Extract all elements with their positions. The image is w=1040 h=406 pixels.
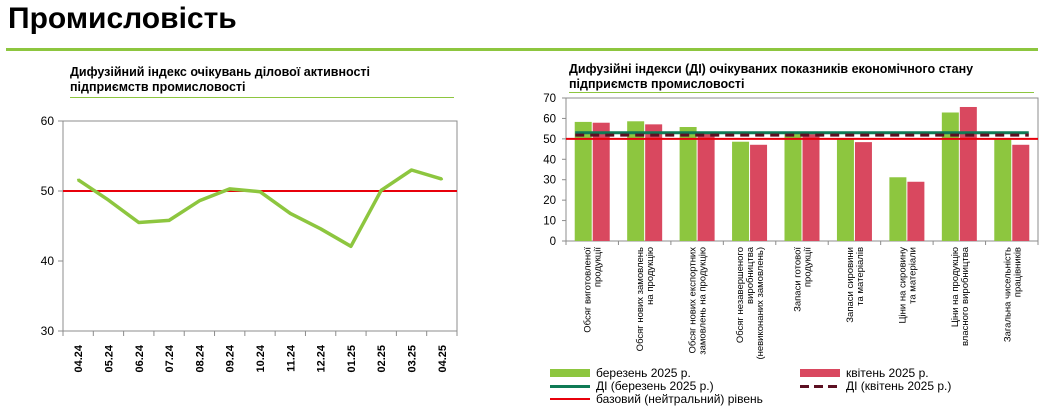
legend-swatch-baseline bbox=[550, 398, 590, 400]
bar-april bbox=[750, 144, 768, 241]
line-chart-title-rule bbox=[70, 97, 454, 98]
line-chart-series-line bbox=[77, 168, 443, 249]
bar-march bbox=[994, 138, 1012, 241]
bar-chart-plot-area bbox=[565, 97, 1039, 242]
line-chart-point bbox=[258, 190, 262, 193]
line-chart-x-tick-label: 11.24 bbox=[285, 344, 297, 372]
bar-april bbox=[854, 142, 872, 241]
bar-march bbox=[679, 127, 697, 241]
page-title: Промисловість bbox=[8, 2, 237, 35]
bar-april bbox=[907, 181, 925, 241]
line-chart-y-tick-label: 30 bbox=[41, 324, 55, 338]
bar-march bbox=[889, 177, 907, 241]
line-chart-x-tick-label: 06.24 bbox=[134, 344, 146, 372]
line-chart-x-tick-label: 09.24 bbox=[225, 344, 237, 372]
legend-label-april: квітень 2025 р. bbox=[846, 366, 929, 380]
bar-april bbox=[959, 106, 977, 241]
line-chart-x-tick-label: 02.25 bbox=[376, 345, 388, 373]
line-chart-x-tick-label: 04.24 bbox=[73, 344, 85, 372]
line-chart-point bbox=[137, 221, 140, 224]
bar-chart-category-label: на продукцію bbox=[645, 247, 656, 305]
line-chart-x-tick-label: 12.24 bbox=[316, 344, 328, 372]
line-chart-point bbox=[319, 227, 322, 230]
bar-chart-category-label: Ціни на сировину bbox=[897, 247, 908, 324]
bar-march bbox=[941, 112, 959, 241]
bar-chart-category-label: Обсяг нових експортних bbox=[688, 247, 699, 354]
line-chart-point bbox=[198, 199, 201, 202]
bar-april bbox=[1012, 144, 1030, 241]
line-chart-x-tick-label: 07.24 bbox=[164, 344, 176, 372]
bar-chart-y-tick-label: 10 bbox=[543, 216, 556, 228]
line-chart-y-tick-label: 40 bbox=[41, 254, 55, 268]
bar-chart-category-label: продукції bbox=[803, 247, 814, 288]
line-chart-point bbox=[76, 178, 80, 181]
title-divider bbox=[6, 48, 1038, 51]
bar-april bbox=[802, 134, 820, 241]
legend-label-di-april: ДІ (квітень 2025 р.) bbox=[846, 379, 952, 393]
legend-label-baseline: базовий (нейтральний) рівень bbox=[596, 392, 763, 406]
bar-chart-category-label: та матеріали bbox=[907, 247, 918, 304]
line-chart-plot-area bbox=[62, 120, 458, 332]
bar-march bbox=[836, 139, 854, 241]
bar-chart-y-tick-label: 60 bbox=[543, 113, 556, 125]
bar-chart-title-rule bbox=[569, 92, 1034, 93]
line-chart-point bbox=[228, 187, 231, 191]
legend-label-march: березень 2025 р. bbox=[596, 366, 691, 380]
bar-chart-category-label: власного виробництва bbox=[960, 246, 971, 346]
line-chart-x-tick-label: 08.24 bbox=[194, 344, 206, 372]
bar-chart-y-tick-label: 0 bbox=[550, 236, 556, 248]
legend-swatch-di-march bbox=[550, 385, 590, 388]
bar-chart-category-label: продукції bbox=[593, 247, 604, 288]
bar-chart-y-tick-label: 50 bbox=[543, 134, 556, 146]
line-chart-point bbox=[410, 168, 413, 172]
bar-chart-y-tick-label: 30 bbox=[543, 175, 556, 187]
bar-chart-category-label: Обсяг виготовленої bbox=[583, 247, 594, 333]
line-chart-point bbox=[167, 219, 171, 222]
line-chart-x-tick-label: 01.25 bbox=[346, 345, 358, 373]
bar-chart-category-label: замовлень на продукцію bbox=[698, 247, 709, 355]
bar-chart-title: Дифузійні індекси (ДІ) очікуваних показн… bbox=[569, 62, 974, 91]
bar-chart-category-label: (невиконаних замовлень) bbox=[755, 247, 766, 360]
bar-chart-category-label: Загальна чисельність bbox=[1002, 247, 1013, 342]
bar-chart-category-label: Ціни на продукцію bbox=[950, 247, 961, 327]
line-chart-x-tick-label: 10.24 bbox=[255, 344, 267, 372]
line-chart-y-tick-label: 50 bbox=[41, 184, 55, 198]
bar-march bbox=[627, 121, 645, 241]
bar-chart-category-label: виробництва bbox=[745, 246, 756, 304]
bar-april bbox=[645, 124, 663, 241]
legend-label-di-march: ДІ (березень 2025 р.) bbox=[596, 379, 714, 393]
bar-chart-y-tick-label: 20 bbox=[543, 195, 556, 207]
bar-chart-category-label: Обсяг нових замовлень bbox=[635, 247, 646, 351]
legend-swatch-di-april bbox=[800, 385, 840, 388]
line-chart-x-tick-label: 03.25 bbox=[407, 345, 419, 373]
line-chart-point bbox=[380, 189, 383, 192]
line-chart-point bbox=[440, 177, 444, 181]
bar-march bbox=[784, 133, 802, 241]
legend-swatch-april bbox=[800, 369, 840, 377]
bar-chart-y-tick-label: 70 bbox=[543, 93, 556, 105]
line-chart-point bbox=[107, 198, 110, 202]
bar-chart-legend: березень 2025 р. квітень 2025 р. ДІ (бер… bbox=[550, 362, 1020, 406]
bar-april bbox=[592, 122, 610, 241]
bar-chart-y-tick-label: 40 bbox=[543, 154, 556, 166]
line-chart-y-tick-label: 60 bbox=[41, 114, 55, 128]
bar-chart-category-label: Запаси сировини bbox=[845, 247, 856, 323]
bar-march bbox=[732, 141, 750, 241]
legend-swatch-march bbox=[550, 369, 590, 377]
line-chart-point bbox=[349, 245, 353, 248]
bar-chart-category-label: та матеріалів bbox=[855, 247, 866, 306]
line-chart-x-tick-label: 04.25 bbox=[437, 345, 449, 373]
line-chart-point bbox=[289, 212, 292, 215]
bar-april bbox=[697, 133, 715, 241]
line-chart-title: Дифузійний індекс очікувань ділової акти… bbox=[70, 65, 371, 94]
bar-chart-category-label: Запаси готової bbox=[793, 247, 804, 312]
bar-chart-category-label: працівників bbox=[1012, 247, 1023, 297]
bar-march bbox=[574, 121, 592, 241]
bar-chart-category-label: Обсяг незавершеного bbox=[735, 247, 746, 343]
line-chart-x-tick-label: 05.24 bbox=[103, 344, 115, 372]
